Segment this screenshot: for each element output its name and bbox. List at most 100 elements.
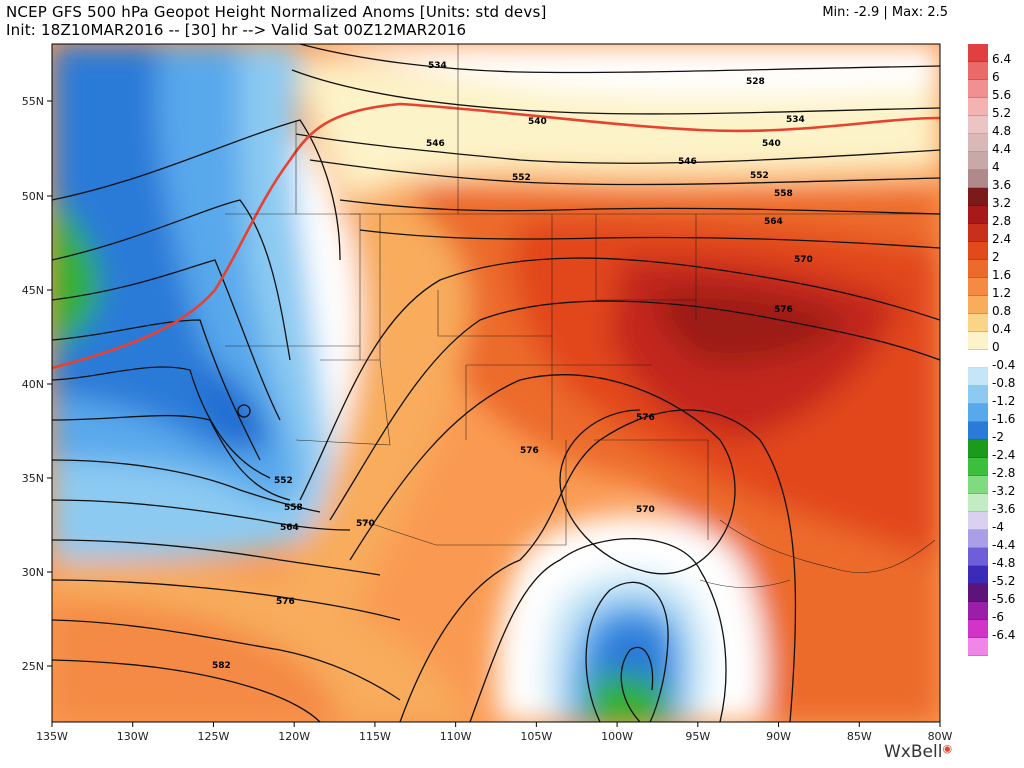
colorbar-swatch (968, 548, 988, 566)
colorbar-swatch (968, 566, 988, 584)
wxbell-logo: WxBell◉ (884, 742, 953, 762)
lon-tick-label: 95W (685, 730, 710, 743)
colorbar-label: -0.4 (992, 358, 1016, 372)
colorbar-label: 2 (992, 250, 1000, 264)
colorbar-label: -5.2 (992, 574, 1016, 588)
contour-label: 546 (678, 157, 697, 167)
contour-label: 576 (636, 413, 655, 423)
colorbar-swatch (968, 116, 988, 134)
colorbar-label: 0 (992, 340, 1000, 354)
chart-subtitle: Init: 18Z10MAR2016 -- [30] hr --> Valid … (6, 21, 467, 39)
colorbar-swatch (968, 620, 988, 638)
lon-tick-label: 130W (117, 730, 149, 743)
colorbar-swatch (968, 62, 988, 80)
colorbar-label: -3.2 (992, 484, 1016, 498)
contour-label: 558 (774, 189, 793, 199)
colorbar-swatch (968, 152, 988, 170)
colorbar-swatch (968, 188, 988, 206)
contour-label: 576 (520, 446, 539, 456)
colorbar-swatch (968, 386, 988, 404)
contour-label: 552 (274, 476, 293, 486)
contour-label: 576 (774, 305, 793, 315)
colorbar-label: -3.6 (992, 502, 1016, 516)
longitude-axis: 135W 130W 125W 120W 115W 110W 105W 100W 95W 90W 85… (36, 722, 953, 743)
lat-tick-label: 40N (22, 378, 44, 391)
colorbar-swatch (968, 584, 988, 602)
lat-tick-label: 55N (22, 95, 44, 108)
colorbar (968, 44, 988, 656)
anomaly-shading (52, 44, 940, 722)
contour-label: 540 (528, 117, 547, 127)
colorbar-swatch (968, 170, 988, 188)
colorbar-label: -5.6 (992, 592, 1016, 606)
colorbar-swatch (968, 602, 988, 620)
colorbar-swatch (968, 260, 988, 278)
lon-tick-label: 125W (198, 730, 230, 743)
colorbar-swatch (968, 98, 988, 116)
contour-label: 570 (636, 505, 655, 515)
contour-label: 570 (356, 519, 375, 529)
colorbar-swatch (968, 134, 988, 152)
colorbar-swatch (968, 350, 988, 368)
chart-title: NCEP GFS 500 hPa Geopot Height Normalize… (6, 3, 547, 21)
colorbar-swatch (968, 458, 988, 476)
colorbar-label: 3.6 (992, 178, 1012, 192)
contour-label: 558 (284, 503, 303, 513)
lat-tick-label: 45N (22, 284, 44, 297)
contour-label: 564 (764, 217, 783, 227)
lat-tick-label: 30N (22, 566, 44, 579)
colorbar-label: 0.8 (992, 304, 1012, 318)
political-boundaries (225, 44, 940, 588)
lon-tick-label: 90W (766, 730, 791, 743)
contour-label: 534 (786, 115, 805, 125)
colorbar-label: -1.2 (992, 394, 1016, 408)
colorbar-label: 3.2 (992, 196, 1012, 210)
colorbar-swatch (968, 476, 988, 494)
colorbar-swatch (968, 278, 988, 296)
colorbar-label: 2.4 (992, 232, 1012, 246)
colorbar-swatch (968, 512, 988, 530)
height-contours (52, 44, 940, 722)
colorbar-label: 4 (992, 160, 1000, 174)
colorbar-label: 2.8 (992, 214, 1012, 228)
contour-labels: 534 528 534 540 540 546 546 552 552 558 … (212, 61, 813, 671)
colorbar-swatch (968, 404, 988, 422)
colorbar-swatch (968, 314, 988, 332)
contour-label: 582 (212, 661, 231, 671)
lon-tick-label: 115W (359, 730, 391, 743)
lon-tick-label: 135W (36, 730, 68, 743)
logo-dot-icon: ◉ (942, 742, 953, 755)
contour-540-line (52, 102, 940, 370)
colorbar-swatch (968, 206, 988, 224)
colorbar-swatch (968, 296, 988, 314)
minmax-readout: Min: -2.9 | Max: 2.5 (822, 5, 948, 20)
lat-tick-label: 50N (22, 190, 44, 203)
colorbar-label: 1.2 (992, 286, 1012, 300)
colorbar-label: 5.2 (992, 106, 1012, 120)
contour-label: 528 (746, 77, 765, 87)
colorbar-swatch (968, 332, 988, 350)
colorbar-label: -6.4 (992, 628, 1016, 642)
colorbar-label: -2.8 (992, 466, 1016, 480)
latitude-axis: 55N 50N 45N 40N 35N 30N 25N (22, 95, 52, 673)
colorbar-label: -2 (992, 430, 1004, 444)
colorbar-swatch (968, 494, 988, 512)
map-frame (51, 43, 941, 723)
colorbar-swatch (968, 422, 988, 440)
contour-label: 552 (512, 173, 531, 183)
colorbar-label: 0.4 (992, 322, 1012, 336)
colorbar-label: 4.8 (992, 124, 1012, 138)
colorbar-swatch (968, 368, 988, 386)
colorbar-swatch (968, 440, 988, 458)
contour-label: 570 (794, 255, 813, 265)
contour-label: 540 (762, 139, 781, 149)
colorbar-swatch (968, 80, 988, 98)
contour-label: 534 (428, 61, 447, 71)
colorbar-swatch (968, 638, 988, 656)
lon-tick-label: 85W (847, 730, 872, 743)
contour-label: 564 (280, 523, 299, 533)
contour-label: 546 (426, 139, 445, 149)
lon-tick-label: 110W (440, 730, 472, 743)
colorbar-label: 6.4 (992, 52, 1012, 66)
